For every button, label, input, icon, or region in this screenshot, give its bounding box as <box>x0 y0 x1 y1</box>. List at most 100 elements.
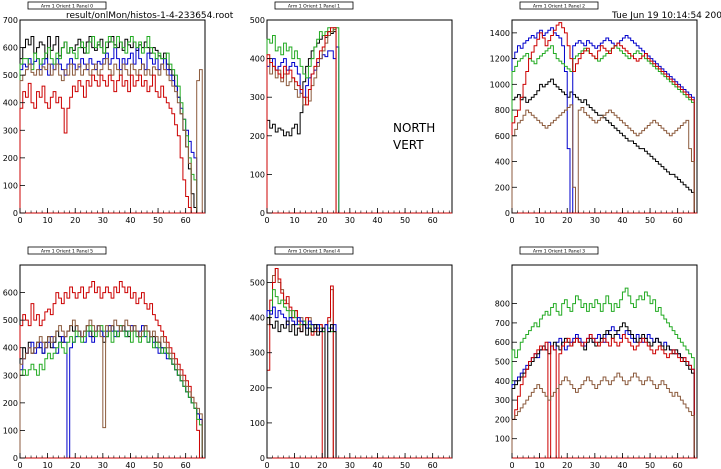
histogram-series <box>266 27 340 213</box>
x-tick-label: 30 <box>590 216 600 225</box>
y-tick-label: 0 <box>505 209 510 218</box>
panel-title: Arm 1 Orient 1 Panel 4 <box>288 249 340 255</box>
x-tick-label: 20 <box>562 216 572 225</box>
y-tick-label: 500 <box>250 279 265 288</box>
x-tick-label: 0 <box>17 461 22 469</box>
x-tick-label: 60 <box>428 461 438 469</box>
y-tick-label: 300 <box>3 126 18 135</box>
y-tick-label: 400 <box>250 314 265 323</box>
x-tick-label: 40 <box>372 216 382 225</box>
panel-title-box <box>519 246 599 255</box>
x-tick-label: 60 <box>673 461 683 469</box>
x-tick-label: 40 <box>125 216 135 225</box>
histogram-series <box>511 333 695 459</box>
x-tick-label: 50 <box>153 216 163 225</box>
panel-title-box <box>27 246 107 255</box>
x-tick-label: 30 <box>345 461 355 469</box>
x-tick-label: 40 <box>372 461 382 469</box>
y-tick-label: 300 <box>250 93 265 102</box>
histogram-series <box>266 317 339 459</box>
x-tick-label: 10 <box>535 461 545 469</box>
y-tick-label: 1400 <box>490 29 510 38</box>
panel-title-box <box>27 1 107 10</box>
x-tick-label: 0 <box>509 461 514 469</box>
histogram-series <box>19 74 203 214</box>
y-tick-label: 100 <box>3 181 18 190</box>
y-tick-label: 600 <box>495 132 510 141</box>
histogram-series <box>266 306 339 459</box>
x-tick-label: 50 <box>645 216 655 225</box>
y-tick-label: 500 <box>3 71 18 80</box>
x-tick-label: 50 <box>400 461 410 469</box>
x-tick-label: 60 <box>181 461 191 469</box>
y-tick-label: 400 <box>495 158 510 167</box>
y-tick-label: 600 <box>3 289 18 298</box>
panel-frame <box>266 19 453 214</box>
x-tick-label: 20 <box>70 216 80 225</box>
y-tick-label: 700 <box>3 16 18 25</box>
y-tick-label: 500 <box>495 358 510 367</box>
panel-frame <box>511 19 698 214</box>
histogram-series <box>511 104 695 214</box>
y-tick-label: 300 <box>495 396 510 405</box>
x-tick-label: 10 <box>535 216 545 225</box>
y-tick-label: 1000 <box>490 80 510 89</box>
histogram-series <box>19 58 203 214</box>
histogram-series <box>511 22 695 213</box>
panel-title-box <box>274 246 354 255</box>
histogram-series <box>511 372 695 458</box>
histogram-series <box>511 287 695 458</box>
x-tick-label: 20 <box>562 461 572 469</box>
x-tick-label: 20 <box>70 461 80 469</box>
x-tick-label: 30 <box>345 216 355 225</box>
panel-frame <box>511 264 698 459</box>
histogram-series <box>266 31 339 214</box>
y-tick-label: 200 <box>3 154 18 163</box>
x-tick-label: 20 <box>317 216 327 225</box>
x-tick-label: 10 <box>290 461 300 469</box>
y-tick-label: 200 <box>495 415 510 424</box>
y-tick-label: 0 <box>13 209 18 218</box>
y-tick-label: 100 <box>250 170 265 179</box>
y-tick-label: 0 <box>13 454 18 463</box>
x-tick-label: 20 <box>317 461 327 469</box>
y-tick-label: 400 <box>3 99 18 108</box>
histogram-series <box>19 36 203 214</box>
histogram-series <box>511 78 695 213</box>
x-tick-label: 50 <box>153 461 163 469</box>
y-tick-label: 500 <box>250 16 265 25</box>
x-tick-label: 30 <box>590 461 600 469</box>
y-tick-label: 400 <box>250 55 265 64</box>
panel-title: Arm 1 Orient 1 Panel 1 <box>288 4 340 10</box>
panel-title-box <box>519 1 599 10</box>
histogram-series <box>511 45 695 213</box>
y-tick-label: 800 <box>495 300 510 309</box>
y-tick-label: 400 <box>3 344 18 353</box>
x-tick-label: 0 <box>509 216 514 225</box>
x-tick-label: 10 <box>43 216 53 225</box>
y-tick-label: 1200 <box>490 55 510 64</box>
y-tick-label: 600 <box>3 44 18 53</box>
y-tick-label: 400 <box>495 377 510 386</box>
panel-frame <box>266 264 453 459</box>
panel-title: Arm 1 Orient 1 Panel 2 <box>533 4 585 10</box>
histogram-series <box>19 319 203 458</box>
x-tick-label: 40 <box>617 216 627 225</box>
panel-title: Arm 1 Orient 1 Panel 3 <box>533 249 585 255</box>
x-tick-label: 40 <box>125 461 135 469</box>
x-tick-label: 0 <box>17 216 22 225</box>
y-tick-label: 200 <box>495 183 510 192</box>
y-tick-label: 600 <box>495 338 510 347</box>
x-tick-label: 60 <box>673 216 683 225</box>
y-tick-label: 300 <box>3 371 18 380</box>
panel-title: Arm 1 Orient 1 Panel 0 <box>41 4 93 10</box>
y-tick-label: 700 <box>495 319 510 328</box>
y-tick-label: 200 <box>250 384 265 393</box>
y-tick-label: 300 <box>250 349 265 358</box>
y-tick-label: 500 <box>3 316 18 325</box>
y-tick-label: 100 <box>3 426 18 435</box>
x-tick-label: 60 <box>428 216 438 225</box>
y-tick-label: 0 <box>260 209 265 218</box>
histogram-series <box>19 325 203 458</box>
